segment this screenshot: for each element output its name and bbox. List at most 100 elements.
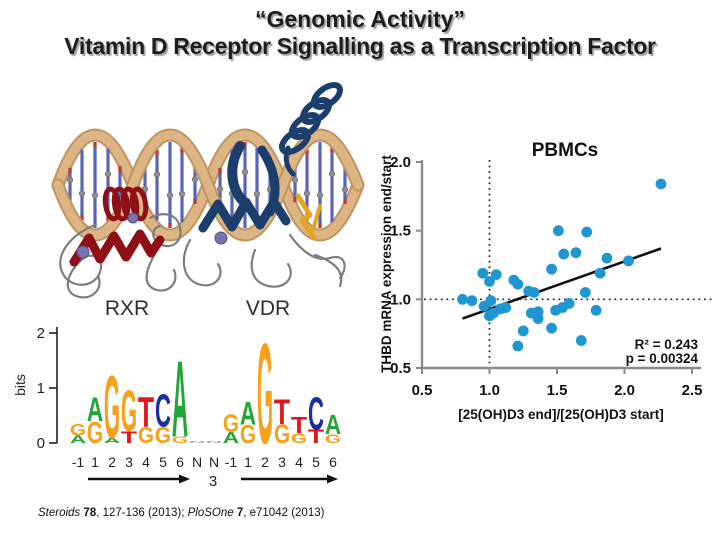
logo-letter: A — [70, 433, 87, 445]
logo-letter: A — [172, 338, 188, 460]
logo-x-tick-label: 2 — [261, 454, 269, 470]
scatter-point — [579, 287, 591, 298]
dna-base-ring — [253, 190, 261, 198]
logo-x-tick-label: -1 — [225, 454, 238, 470]
logo-letter: C — [155, 384, 171, 436]
sequence-logo-chart: 012bits-1AG1GA2AG3TG4GT5GC6GANNNN-1AG1GA… — [12, 297, 341, 490]
dna-base-ring — [241, 169, 249, 176]
logo-letter: A — [104, 436, 120, 445]
protein-dna-illustration — [51, 82, 365, 299]
citation-volume-2: 7 — [233, 507, 244, 519]
logo-x-tick-label: 4 — [142, 454, 150, 470]
logo-letter: T — [138, 388, 154, 436]
scatter-point — [500, 302, 512, 313]
dna-base-ring — [341, 186, 349, 193]
logo-x-tick-label: 1 — [244, 454, 252, 470]
scatter-point — [557, 302, 568, 313]
logo-letter: A — [223, 430, 239, 447]
logo-letter: G — [104, 356, 120, 457]
scatter-point — [512, 278, 524, 290]
logo-letter: A — [240, 395, 256, 431]
citation-journal-1: Steroids — [38, 507, 81, 519]
dna-base-ring — [91, 192, 99, 199]
logo-x-tick-label: N — [192, 454, 202, 470]
zinc-ion-spheres — [76, 212, 228, 259]
dna-base-ring — [328, 170, 336, 177]
dna-base-ring — [191, 176, 199, 183]
scatter-x-axis-label: [25(OH)D3 end]/[25(OH)D3 start] — [458, 407, 664, 422]
dna-base-ring — [78, 190, 86, 197]
scatter-title: PBMCs — [532, 140, 599, 161]
scatter-point — [512, 340, 524, 352]
logo-letter: G — [172, 435, 188, 445]
scatter-point — [517, 325, 529, 337]
citation: Steroids 78, 127-136 (2013); PloSOne 7, … — [38, 507, 324, 519]
scatter-point — [623, 255, 634, 267]
repeat-arrow-vdr-head — [327, 474, 338, 484]
logo-x-tick-label: 2 — [108, 454, 116, 470]
logo-spacer-label: 3 — [209, 473, 217, 490]
logo-letter: G — [121, 380, 137, 444]
scatter-point — [478, 300, 490, 312]
logo-letter: G — [291, 430, 307, 446]
scatter-point — [655, 178, 667, 190]
scatter-point — [590, 304, 602, 316]
y-tick-label: 1.0 — [390, 291, 411, 308]
logo-letter: G — [223, 409, 239, 437]
annotation-p-value: p = 0.00324 — [626, 351, 699, 366]
citation-pages-1: , 127-136 (2013); — [96, 507, 188, 519]
scatter-point — [546, 263, 557, 275]
beta-strand — [295, 193, 322, 241]
dna-base-ring — [166, 192, 174, 199]
logo-y-tick-label: 2 — [37, 325, 45, 342]
logo-y-tick-label: 0 — [37, 435, 45, 452]
scatter-point — [558, 248, 570, 260]
scatter-point — [488, 307, 499, 319]
scatter-point — [466, 295, 478, 307]
logo-letter: T — [308, 425, 324, 447]
scatter-point — [457, 293, 468, 305]
scatter-point — [484, 276, 495, 287]
x-tick-label: 2.5 — [682, 382, 703, 399]
dna-base-ring — [291, 176, 299, 183]
scatter-point — [477, 267, 489, 279]
repeat-arrow-rxr-head — [179, 474, 190, 484]
scatter-point — [570, 247, 582, 259]
vdr-protein-ribbon — [198, 82, 344, 233]
citation-pages-2: , e71042 (2013) — [243, 507, 325, 519]
logo-x-tick-label: 6 — [176, 454, 184, 470]
logo-x-tick-label: 4 — [295, 454, 303, 470]
dna-base-ring — [104, 171, 112, 178]
logo-letter: G — [155, 422, 171, 448]
logo-letter: G — [70, 421, 86, 440]
logo-letter: G — [87, 415, 103, 450]
logo-x-tick-label: N — [209, 454, 219, 470]
dna-base-ring — [178, 190, 186, 198]
logo-letter: T — [121, 428, 138, 447]
title-line-2: Vitamin D Receptor Signalling as a Trans… — [64, 33, 656, 59]
y-tick-label: 2.0 — [390, 154, 411, 171]
logo-x-tick-label: 3 — [125, 454, 133, 470]
logo-x-tick-label: 3 — [278, 454, 286, 470]
scatter-point — [594, 267, 606, 279]
dna-base-ring — [153, 171, 161, 178]
logo-group-label-rxr: RXR — [105, 297, 149, 320]
x-tick-label: 2.0 — [614, 382, 635, 399]
scatter-point — [601, 252, 613, 264]
logo-letter: N — [189, 440, 205, 443]
logo-letter: G — [274, 419, 290, 449]
logo-x-tick-label: 5 — [159, 454, 167, 470]
logo-x-tick-label: 5 — [312, 454, 320, 470]
x-tick-label: 0.5 — [412, 382, 433, 399]
y-tick-label: 1.5 — [390, 223, 411, 240]
logo-letter: N — [206, 440, 222, 443]
logo-letter: G — [138, 422, 154, 448]
logo-letter: G — [257, 313, 273, 474]
scatter-point — [490, 269, 502, 281]
scatter-point — [546, 322, 557, 334]
logo-letter: C — [308, 387, 324, 439]
slide-title: “Genomic Activity” Vitamin D Receptor Si… — [0, 6, 720, 60]
scatter-point — [528, 287, 540, 298]
